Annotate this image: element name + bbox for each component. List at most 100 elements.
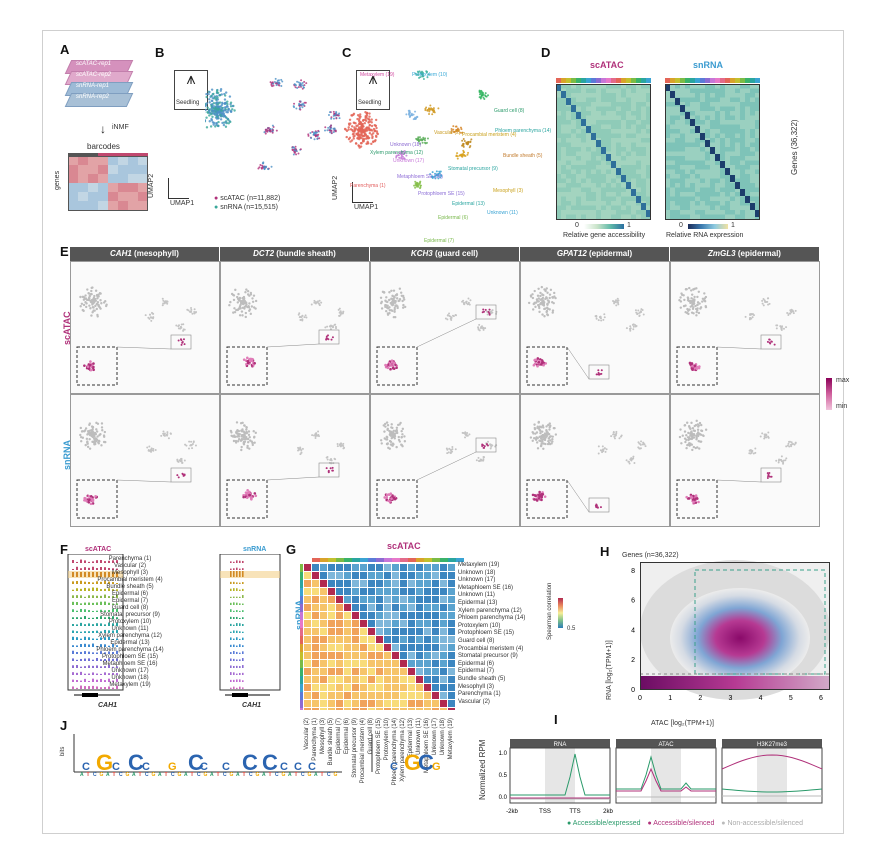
track-label: Vascular (2) bbox=[114, 563, 146, 569]
panel-e-label: E bbox=[60, 244, 69, 259]
logo-letter: T bbox=[87, 772, 90, 778]
gene-column-header: ZmGL3 (epidermal) bbox=[670, 247, 819, 261]
logo-letter: C bbox=[308, 761, 316, 773]
browser-rna-title: snRNA bbox=[243, 546, 267, 553]
cluster-label: Phloem parenchyma (14) bbox=[495, 128, 552, 134]
logo-letter: A bbox=[236, 772, 240, 778]
atac-caption: Relative gene accessibility bbox=[563, 232, 646, 239]
corr-row-label: Metaxylem (19) bbox=[458, 562, 500, 568]
metaplot-title: ATAC bbox=[658, 742, 674, 748]
colorbar-min: min bbox=[836, 403, 848, 410]
logo-letter: C bbox=[112, 761, 120, 773]
panel-a-label: A bbox=[60, 42, 70, 57]
corr-row-label: Phloem parenchyma (14) bbox=[458, 615, 526, 622]
metaplot-x-tick: TTS bbox=[569, 809, 580, 815]
logo-letter: A bbox=[184, 772, 188, 778]
track-label: Epidermal (7) bbox=[111, 598, 149, 604]
corr-row-label: Mesophyll (3) bbox=[458, 683, 495, 690]
feature-plot bbox=[370, 394, 520, 527]
cluster-label: Vascular (2) bbox=[434, 130, 461, 136]
down-arrow-icon: ↓ bbox=[100, 122, 106, 136]
cluster-label: Epidermal (7) bbox=[424, 238, 455, 244]
cluster-label: Parenchyma (1) bbox=[350, 183, 386, 189]
logo-letter: A bbox=[314, 772, 318, 778]
gene-name: DCT2 bbox=[253, 249, 275, 258]
panel-c-label: C bbox=[342, 45, 352, 60]
correlation-matrix bbox=[300, 558, 464, 710]
spearman-label: Spearman correlation bbox=[547, 582, 553, 640]
corr-row-label: Xylem parenchyma (12) bbox=[458, 607, 522, 614]
logo-letter: T bbox=[295, 772, 298, 778]
layer-label: snRNA-rep2 bbox=[76, 94, 110, 100]
x-tick: 2 bbox=[698, 695, 702, 702]
spearman-max: 0.5 bbox=[567, 626, 576, 632]
cell-type: (bundle sheath) bbox=[276, 249, 336, 258]
cluster-label: Stomatal precursor (9) bbox=[448, 166, 498, 172]
gene-column-header: KCH3 (guard cell) bbox=[370, 247, 519, 261]
gene-model-rna: CAH1 bbox=[242, 702, 262, 709]
panel-d-label: D bbox=[541, 45, 551, 60]
feature-plot bbox=[220, 394, 370, 527]
track-label: Mesophyll (3) bbox=[111, 570, 149, 576]
logo-letter: T bbox=[243, 772, 246, 778]
logo-letter: C bbox=[294, 761, 302, 773]
scale-max: 1 bbox=[627, 222, 631, 229]
browser-atac-title: scATAC bbox=[85, 546, 112, 553]
seedling-icon: ⩚ bbox=[174, 70, 208, 110]
track-label: Xylem parenchyma (12) bbox=[98, 633, 162, 639]
logo-letter: C bbox=[200, 761, 208, 773]
nmf-heatmap bbox=[68, 153, 148, 211]
track-label: Protoxylem (10) bbox=[108, 619, 152, 625]
umap-integrated bbox=[205, 77, 341, 171]
corr-row-label: Unknown (11) bbox=[458, 592, 495, 599]
logo-letter: C bbox=[82, 761, 90, 773]
colorscale-rna bbox=[688, 224, 728, 229]
logo-letter: C bbox=[128, 750, 144, 775]
feature-plot bbox=[370, 261, 520, 394]
corr-atac-title: scATAC bbox=[387, 541, 421, 551]
layer-label: scATAC-rep2 bbox=[76, 72, 112, 78]
track-label: Parenchyma (1) bbox=[108, 556, 152, 562]
cluster-label: Protophloem SE (15) bbox=[418, 191, 465, 197]
logo-letter: C bbox=[93, 772, 97, 778]
panel-b-label: B bbox=[155, 45, 165, 60]
cluster-label: Epidermal (6) bbox=[438, 215, 469, 221]
logo-letter: A bbox=[132, 772, 136, 778]
gene-model-atac: CAH1 bbox=[98, 702, 118, 709]
logo-letter: G bbox=[432, 761, 441, 773]
metaplot-y-tick: 0.0 bbox=[499, 795, 508, 801]
logo-letter: G bbox=[204, 772, 208, 778]
genome-browser bbox=[67, 554, 281, 697]
logo-letter: C bbox=[390, 761, 398, 773]
track-label: Stomatal precursor (9) bbox=[100, 612, 160, 618]
corr-row-label: Metaphloem SE (16) bbox=[458, 584, 514, 591]
cluster-label: Xylem parenchyma (12) bbox=[370, 150, 424, 156]
feature-plot bbox=[220, 261, 370, 394]
logo-letter: G bbox=[96, 750, 113, 775]
genes-label: genes bbox=[54, 170, 61, 190]
panel-a-layer-stack: scATAC-rep1 scATAC-rep2 snRNA-rep1 snRNA… bbox=[60, 58, 145, 118]
x-tick: 0 bbox=[638, 695, 642, 702]
density-title: Genes (n=36,322) bbox=[622, 552, 679, 559]
track-label: Protophloem SE (15) bbox=[101, 654, 159, 660]
logo-letter: T bbox=[191, 772, 194, 778]
seedling-icon: ⩚ bbox=[356, 70, 390, 110]
umap-axes bbox=[352, 182, 373, 203]
layer-label: snRNA-rep1 bbox=[76, 83, 110, 89]
legend-atac: ● scATAC (n=11,882) bbox=[214, 195, 281, 202]
gene-name: KCH3 bbox=[410, 249, 433, 258]
y-tick: 0 bbox=[631, 687, 635, 694]
density-xlabel: ATAC [log₂(TPM+1)] bbox=[651, 720, 714, 727]
logo-letter: C bbox=[262, 750, 278, 775]
logo-letter: T bbox=[139, 772, 142, 778]
gene-heatmaps bbox=[556, 78, 760, 220]
x-tick: 4 bbox=[759, 695, 763, 702]
logo-letter: C bbox=[242, 750, 258, 775]
y-tick: 2 bbox=[631, 657, 635, 664]
heatmap-rna-title: snRNA bbox=[693, 60, 724, 70]
logo-letter: G bbox=[126, 772, 130, 778]
cell-type: (epidermal) bbox=[737, 249, 781, 258]
legend-expressed: Accessible/expressed bbox=[572, 820, 641, 827]
logo-letter: C bbox=[188, 750, 204, 775]
